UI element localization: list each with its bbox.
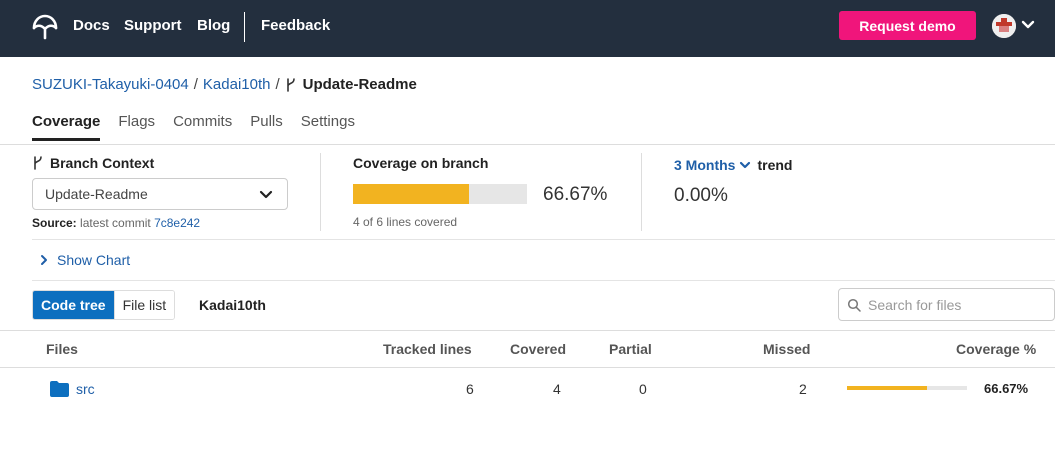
summary-divider (641, 153, 642, 231)
folder-icon (50, 381, 69, 397)
table-header-bottom-border (0, 367, 1055, 368)
nav-blog-link[interactable]: Blog (197, 17, 231, 34)
column-header-tracked-lines[interactable]: Tracked lines (383, 341, 472, 357)
section-divider (32, 280, 1055, 281)
nav-feedback-link[interactable]: Feedback (261, 17, 331, 34)
file-name-link[interactable]: src (76, 381, 95, 397)
row-coverage-fill (847, 386, 927, 390)
trend-range-select[interactable]: 3 Months (674, 157, 736, 173)
nav-divider (244, 12, 245, 42)
source-info: Source: latest commit 7c8e242 (32, 216, 200, 230)
breadcrumb-branch: Update-Readme (302, 76, 417, 93)
branch-context-label: Branch Context (50, 155, 155, 171)
user-menu-chevron-down-icon[interactable] (1021, 18, 1035, 32)
coverage-percent: 66.67% (543, 184, 608, 205)
show-chart-toggle[interactable]: Show Chart (38, 252, 130, 268)
tab-commits[interactable]: Commits (173, 113, 233, 130)
partial-cell: 0 (639, 381, 647, 397)
row-coverage-percent: 66.67% (984, 381, 1029, 396)
lines-covered-text: 4 of 6 lines covered (353, 215, 458, 229)
tab-settings[interactable]: Settings (300, 113, 355, 130)
file-search-box[interactable] (838, 288, 1055, 321)
avatar-image-icon (992, 14, 1016, 38)
nav-docs-link[interactable]: Docs (73, 17, 110, 34)
summary-divider (320, 153, 321, 231)
coverage-on-branch-title: Coverage on branch (353, 155, 489, 171)
column-header-files[interactable]: Files (46, 341, 78, 357)
tab-pulls[interactable]: Pulls (250, 113, 283, 130)
repo-tabs: Coverage Flags Commits Pulls Settings (32, 113, 373, 141)
branch-select-value: Update-Readme (45, 186, 148, 202)
branch-context-title: Branch Context (32, 155, 154, 171)
source-text: latest commit (80, 216, 151, 230)
codecov-logo-icon[interactable] (30, 12, 60, 42)
section-divider (32, 239, 1055, 240)
file-list-button[interactable]: File list (113, 291, 175, 319)
user-avatar[interactable] (992, 14, 1016, 38)
trend-label: trend (757, 157, 793, 173)
branch-select[interactable]: Update-Readme (32, 178, 288, 210)
show-chart-label: Show Chart (57, 252, 131, 268)
chevron-right-icon (41, 255, 47, 265)
search-input[interactable] (868, 296, 1048, 313)
trend-value: 0.00% (674, 185, 728, 206)
table-header-top-border (0, 330, 1055, 331)
chevron-down-icon[interactable] (739, 159, 751, 171)
git-branch-icon (34, 156, 42, 170)
breadcrumb: SUZUKI-Takayuki-0404 / Kadai10th / Updat… (32, 76, 417, 93)
current-path: Kadai10th (199, 297, 266, 313)
search-icon (847, 298, 861, 312)
breadcrumb-separator: / (275, 76, 280, 93)
breadcrumb-separator: / (193, 76, 198, 93)
view-toggle: Code tree File list (32, 290, 176, 320)
tabs-divider (0, 144, 1055, 145)
column-header-coverage[interactable]: Coverage % (956, 341, 1037, 357)
code-tree-button[interactable]: Code tree (33, 291, 114, 319)
git-branch-icon (286, 77, 295, 92)
breadcrumb-repo-link[interactable]: Kadai10th (202, 76, 271, 93)
tab-coverage[interactable]: Coverage (32, 113, 101, 141)
source-label: Source: (32, 216, 77, 230)
request-demo-button[interactable]: Request demo (839, 11, 976, 40)
trend-header: 3 Months trend (674, 157, 792, 173)
missed-cell: 2 (799, 381, 807, 397)
coverage-progress-fill (353, 184, 469, 204)
breadcrumb-owner-link[interactable]: SUZUKI-Takayuki-0404 (32, 76, 189, 93)
tab-flags[interactable]: Flags (118, 113, 156, 130)
column-header-partial[interactable]: Partial (609, 341, 652, 357)
row-coverage-bar (847, 386, 967, 390)
coverage-progress-bar (353, 184, 527, 204)
tracked-lines-cell: 6 (466, 381, 474, 397)
commit-sha-link[interactable]: 7c8e242 (154, 216, 201, 230)
covered-cell: 4 (553, 381, 561, 397)
column-header-missed[interactable]: Missed (763, 341, 811, 357)
nav-support-link[interactable]: Support (124, 17, 182, 34)
column-header-covered[interactable]: Covered (510, 341, 567, 357)
chevron-down-icon (259, 190, 273, 199)
top-nav: Docs Support Blog Feedback Request demo (0, 0, 1055, 57)
